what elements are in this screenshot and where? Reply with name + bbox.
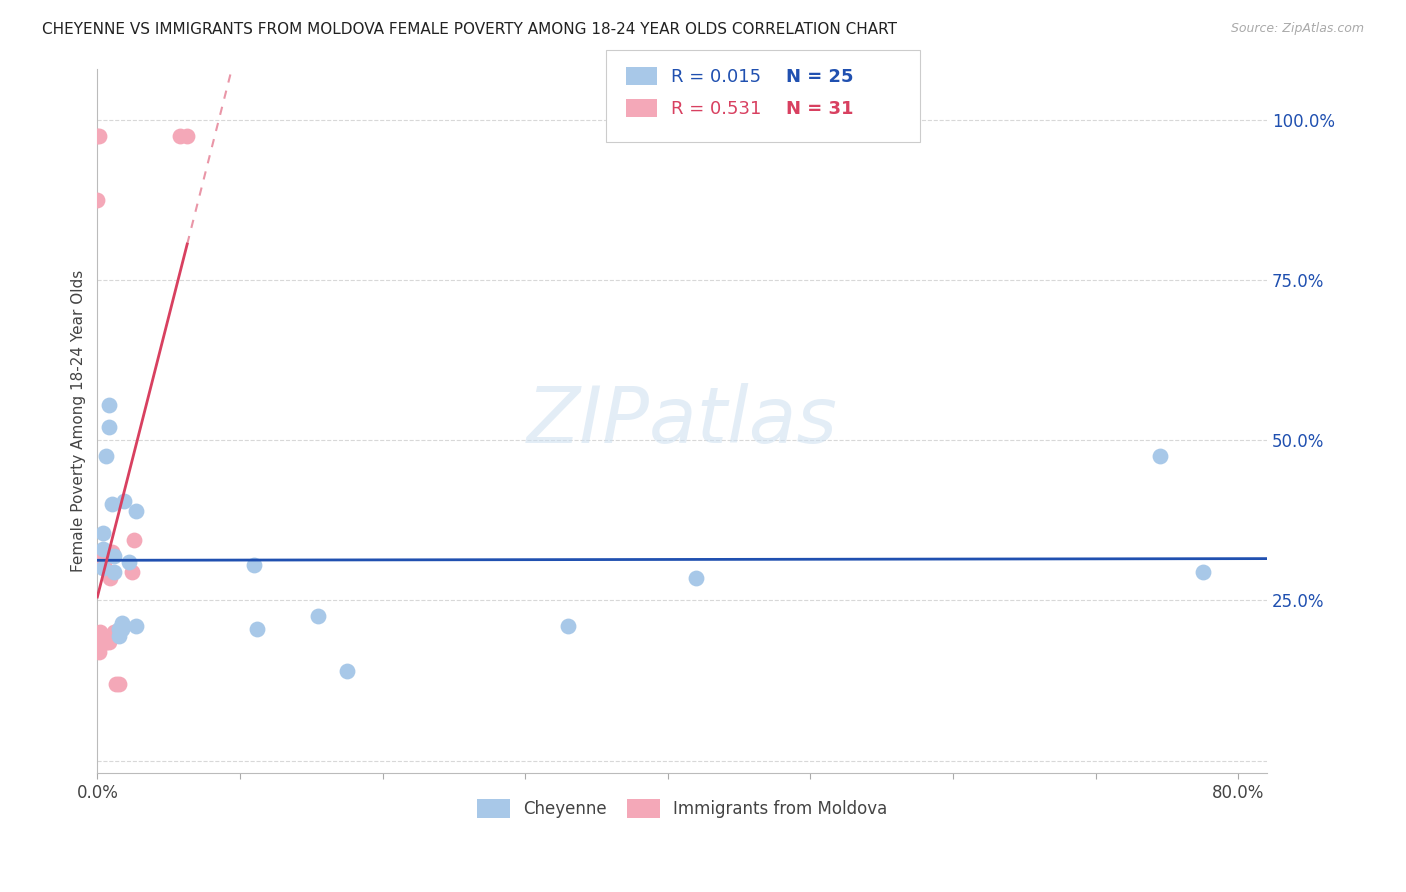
Point [107, 676, 129, 690]
Point [1191, 565, 1213, 579]
Point [87, 632, 110, 646]
Point [103, 549, 125, 563]
Point [86, 193, 108, 207]
Point [89, 635, 111, 649]
Point [104, 676, 127, 690]
Legend: Cheyenne, Immigrants from Moldova: Cheyenne, Immigrants from Moldova [470, 792, 894, 825]
Point [118, 555, 141, 569]
Text: N = 31: N = 31 [786, 100, 853, 118]
Point [685, 571, 707, 585]
Point [87, 128, 110, 143]
Point [90, 629, 112, 643]
Point [103, 625, 125, 640]
Point [87, 645, 110, 659]
Point [86, 128, 108, 143]
Point [169, 128, 191, 143]
Point [93, 629, 115, 643]
Y-axis label: Female Poverty Among 18-24 Year Olds: Female Poverty Among 18-24 Year Olds [72, 270, 86, 572]
Text: CHEYENNE VS IMMIGRANTS FROM MOLDOVA FEMALE POVERTY AMONG 18-24 YEAR OLDS CORRELA: CHEYENNE VS IMMIGRANTS FROM MOLDOVA FEMA… [42, 22, 897, 37]
Point [1149, 449, 1171, 463]
Point [107, 622, 129, 636]
Point [93, 555, 115, 569]
Point [96, 632, 118, 646]
Point [114, 494, 136, 508]
Point [89, 558, 111, 573]
Point [91, 542, 114, 557]
Point [97, 635, 120, 649]
Point [98, 571, 121, 585]
Text: N = 25: N = 25 [786, 68, 853, 86]
Point [90, 632, 112, 646]
Point [91, 561, 114, 575]
Point [110, 622, 132, 636]
Text: R = 0.531: R = 0.531 [671, 100, 761, 118]
Text: Source: ZipAtlas.com: Source: ZipAtlas.com [1230, 22, 1364, 36]
Point [124, 533, 146, 547]
Point [94, 449, 117, 463]
Point [97, 565, 120, 579]
Point [91, 526, 114, 541]
Point [91, 558, 114, 573]
Point [97, 420, 120, 434]
Point [89, 625, 111, 640]
Point [107, 629, 129, 643]
Text: ZIPatlas: ZIPatlas [527, 383, 838, 459]
Point [121, 565, 143, 579]
Point [94, 635, 117, 649]
Point [100, 497, 122, 511]
Point [91, 549, 114, 563]
Point [93, 635, 115, 649]
Point [125, 504, 148, 518]
Point [110, 615, 132, 630]
Point [100, 545, 122, 559]
Point [307, 609, 329, 624]
Point [97, 398, 120, 412]
Text: R = 0.015: R = 0.015 [671, 68, 761, 86]
Point [557, 619, 579, 633]
Point [103, 565, 125, 579]
Point [243, 558, 266, 573]
Point [125, 619, 148, 633]
Point [94, 635, 117, 649]
Point [90, 635, 112, 649]
Point [176, 128, 198, 143]
Point [336, 664, 359, 678]
Point [246, 622, 269, 636]
Point [91, 635, 114, 649]
